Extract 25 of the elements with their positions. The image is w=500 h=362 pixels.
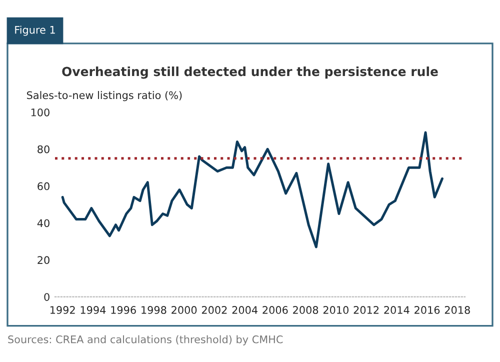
line-series	[61, 131, 444, 248]
y-tick-label: 40	[37, 219, 50, 228]
caption: Figure 1	[15, 26, 55, 36]
x-tick-label: 2016	[414, 306, 440, 314]
y-tick-label: 100	[31, 108, 50, 116]
x-tick-label: 2010	[323, 306, 348, 314]
x-tick-label: 2018	[444, 306, 470, 314]
x-tick-label: 2014	[384, 306, 410, 314]
y-tick-label: 0	[44, 293, 50, 301]
x-tick-label: 1994	[80, 306, 106, 314]
x-tick-label: 1996	[111, 306, 136, 314]
x-tick-label: 2008	[293, 306, 318, 314]
x-tick-label: 1998	[142, 306, 166, 314]
x-tick-label: 2004	[232, 306, 258, 314]
source-note: Sources: CREA and calculations (threshold) by CMHC	[8, 335, 283, 346]
chart-title: Overheating still detected under the persistence rule	[62, 66, 438, 79]
x-tick-label: 2012	[354, 306, 379, 314]
x-tick-label: 2002	[202, 306, 227, 314]
x-tick-label: 2000	[172, 306, 197, 314]
x-tick-label: 1992	[50, 306, 75, 314]
x-tick-label: 2006	[262, 306, 288, 314]
y-tick-label: 20	[38, 256, 50, 264]
y-axis-title: Sales-to-new listings ratio (%)	[26, 91, 182, 102]
y-tick-label: 60	[38, 182, 50, 190]
y-tick-label: 80	[38, 145, 50, 154]
